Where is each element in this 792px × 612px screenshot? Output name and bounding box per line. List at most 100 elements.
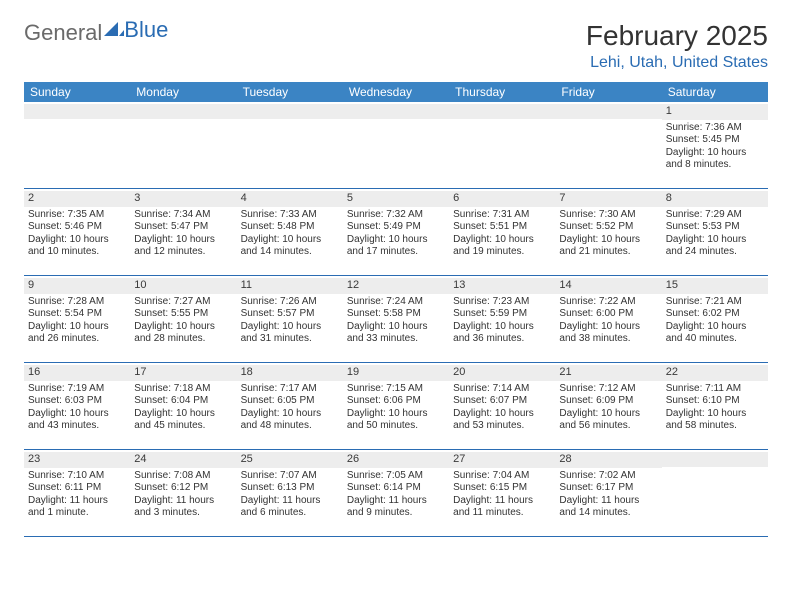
day-number xyxy=(555,104,661,119)
sunrise-text: Sunrise: 7:15 AM xyxy=(347,383,445,396)
day-cell: 28Sunrise: 7:02 AMSunset: 6:17 PMDayligh… xyxy=(555,450,661,536)
sunset-text: Sunset: 6:14 PM xyxy=(347,482,445,495)
daylight-text: Daylight: 10 hours and 31 minutes. xyxy=(241,321,339,346)
day-cell xyxy=(130,102,236,188)
day-number: 1 xyxy=(662,104,768,120)
day-header: Monday xyxy=(130,82,236,102)
day-cell: 26Sunrise: 7:05 AMSunset: 6:14 PMDayligh… xyxy=(343,450,449,536)
daylight-text: Daylight: 10 hours and 8 minutes. xyxy=(666,147,764,172)
sunset-text: Sunset: 5:47 PM xyxy=(134,221,232,234)
day-number: 17 xyxy=(130,365,236,381)
sunrise-text: Sunrise: 7:33 AM xyxy=(241,209,339,222)
daylight-text: Daylight: 10 hours and 43 minutes. xyxy=(28,408,126,433)
sunset-text: Sunset: 5:59 PM xyxy=(453,308,551,321)
day-cell: 12Sunrise: 7:24 AMSunset: 5:58 PMDayligh… xyxy=(343,276,449,362)
day-cell: 9Sunrise: 7:28 AMSunset: 5:54 PMDaylight… xyxy=(24,276,130,362)
sunrise-text: Sunrise: 7:21 AM xyxy=(666,296,764,309)
sunrise-text: Sunrise: 7:24 AM xyxy=(347,296,445,309)
daylight-text: Daylight: 11 hours and 9 minutes. xyxy=(347,495,445,520)
logo-text-blue: Blue xyxy=(124,17,168,42)
day-number: 2 xyxy=(24,191,130,207)
sunset-text: Sunset: 6:17 PM xyxy=(559,482,657,495)
day-number xyxy=(24,104,130,119)
day-header: Tuesday xyxy=(237,82,343,102)
calendar-page: General Blue February 2025 Lehi, Utah, U… xyxy=(0,0,792,557)
day-number xyxy=(237,104,343,119)
sunrise-text: Sunrise: 7:08 AM xyxy=(134,470,232,483)
sunset-text: Sunset: 5:53 PM xyxy=(666,221,764,234)
day-number: 22 xyxy=(662,365,768,381)
day-cell: 5Sunrise: 7:32 AMSunset: 5:49 PMDaylight… xyxy=(343,189,449,275)
day-number: 6 xyxy=(449,191,555,207)
daylight-text: Daylight: 10 hours and 45 minutes. xyxy=(134,408,232,433)
weeks-container: 1Sunrise: 7:36 AMSunset: 5:45 PMDaylight… xyxy=(24,102,768,537)
sunset-text: Sunset: 6:02 PM xyxy=(666,308,764,321)
day-cell: 1Sunrise: 7:36 AMSunset: 5:45 PMDaylight… xyxy=(662,102,768,188)
daylight-text: Daylight: 10 hours and 40 minutes. xyxy=(666,321,764,346)
daylight-text: Daylight: 10 hours and 48 minutes. xyxy=(241,408,339,433)
sunset-text: Sunset: 6:04 PM xyxy=(134,395,232,408)
day-number: 4 xyxy=(237,191,343,207)
sunset-text: Sunset: 6:06 PM xyxy=(347,395,445,408)
sunset-text: Sunset: 6:10 PM xyxy=(666,395,764,408)
day-number: 9 xyxy=(24,278,130,294)
daylight-text: Daylight: 10 hours and 53 minutes. xyxy=(453,408,551,433)
title-block: February 2025 Lehi, Utah, United States xyxy=(586,20,768,72)
sunrise-text: Sunrise: 7:27 AM xyxy=(134,296,232,309)
day-cell: 7Sunrise: 7:30 AMSunset: 5:52 PMDaylight… xyxy=(555,189,661,275)
sunrise-text: Sunrise: 7:29 AM xyxy=(666,209,764,222)
day-cell xyxy=(343,102,449,188)
sunrise-text: Sunrise: 7:26 AM xyxy=(241,296,339,309)
sunset-text: Sunset: 5:58 PM xyxy=(347,308,445,321)
logo-sail-icon xyxy=(104,16,124,42)
daylight-text: Daylight: 10 hours and 28 minutes. xyxy=(134,321,232,346)
day-number: 18 xyxy=(237,365,343,381)
day-cell: 15Sunrise: 7:21 AMSunset: 6:02 PMDayligh… xyxy=(662,276,768,362)
daylight-text: Daylight: 10 hours and 14 minutes. xyxy=(241,234,339,259)
day-cell: 3 Sunrise: 7:34 AMSunset: 5:47 PMDaylight… xyxy=(130,189,236,275)
day-cell: 18Sunrise: 7:17 AMSunset: 6:05 PMDayligh… xyxy=(237,363,343,449)
sunset-text: Sunset: 5:57 PM xyxy=(241,308,339,321)
day-header: Thursday xyxy=(449,82,555,102)
sunrise-text: Sunrise: 7:28 AM xyxy=(28,296,126,309)
sunset-text: Sunset: 6:07 PM xyxy=(453,395,551,408)
day-number: 24 xyxy=(130,452,236,468)
sunset-text: Sunset: 6:15 PM xyxy=(453,482,551,495)
day-number: 13 xyxy=(449,278,555,294)
daylight-text: Daylight: 10 hours and 38 minutes. xyxy=(559,321,657,346)
day-number xyxy=(343,104,449,119)
week-row: 1Sunrise: 7:36 AMSunset: 5:45 PMDaylight… xyxy=(24,102,768,189)
day-number: 23 xyxy=(24,452,130,468)
daylight-text: Daylight: 10 hours and 10 minutes. xyxy=(28,234,126,259)
daylight-text: Daylight: 11 hours and 14 minutes. xyxy=(559,495,657,520)
week-row: 2Sunrise: 7:35 AMSunset: 5:46 PMDaylight… xyxy=(24,189,768,276)
sunrise-text: Sunrise: 7:11 AM xyxy=(666,383,764,396)
sunrise-text: Sunrise: 7:10 AM xyxy=(28,470,126,483)
sunrise-text: Sunrise: 7:30 AM xyxy=(559,209,657,222)
daylight-text: Daylight: 10 hours and 12 minutes. xyxy=(134,234,232,259)
day-cell: 24Sunrise: 7:08 AMSunset: 6:12 PMDayligh… xyxy=(130,450,236,536)
sunset-text: Sunset: 6:00 PM xyxy=(559,308,657,321)
day-cell: 11 Sunrise: 7:26 AMSunset: 5:57 PMDayligh… xyxy=(237,276,343,362)
day-number xyxy=(662,452,768,467)
sunset-text: Sunset: 6:09 PM xyxy=(559,395,657,408)
calendar: Sunday Monday Tuesday Wednesday Thursday… xyxy=(24,82,768,537)
day-cell xyxy=(237,102,343,188)
day-header: Sunday xyxy=(24,82,130,102)
week-row: 9Sunrise: 7:28 AMSunset: 5:54 PMDaylight… xyxy=(24,276,768,363)
sunset-text: Sunset: 5:51 PM xyxy=(453,221,551,234)
daylight-text: Daylight: 10 hours and 21 minutes. xyxy=(559,234,657,259)
day-cell: 2Sunrise: 7:35 AMSunset: 5:46 PMDaylight… xyxy=(24,189,130,275)
day-cell xyxy=(24,102,130,188)
sunset-text: Sunset: 5:55 PM xyxy=(134,308,232,321)
sunrise-text: Sunrise: 7:34 AM xyxy=(134,209,232,222)
daylight-text: Daylight: 11 hours and 1 minute. xyxy=(28,495,126,520)
daylight-text: Daylight: 11 hours and 11 minutes. xyxy=(453,495,551,520)
day-number: 5 xyxy=(343,191,449,207)
day-number: 11 xyxy=(237,278,343,294)
day-number: 19 xyxy=(343,365,449,381)
week-row: 23Sunrise: 7:10 AMSunset: 6:11 PMDayligh… xyxy=(24,450,768,537)
day-number: 3 xyxy=(130,191,236,207)
sunset-text: Sunset: 6:05 PM xyxy=(241,395,339,408)
sunset-text: Sunset: 5:49 PM xyxy=(347,221,445,234)
